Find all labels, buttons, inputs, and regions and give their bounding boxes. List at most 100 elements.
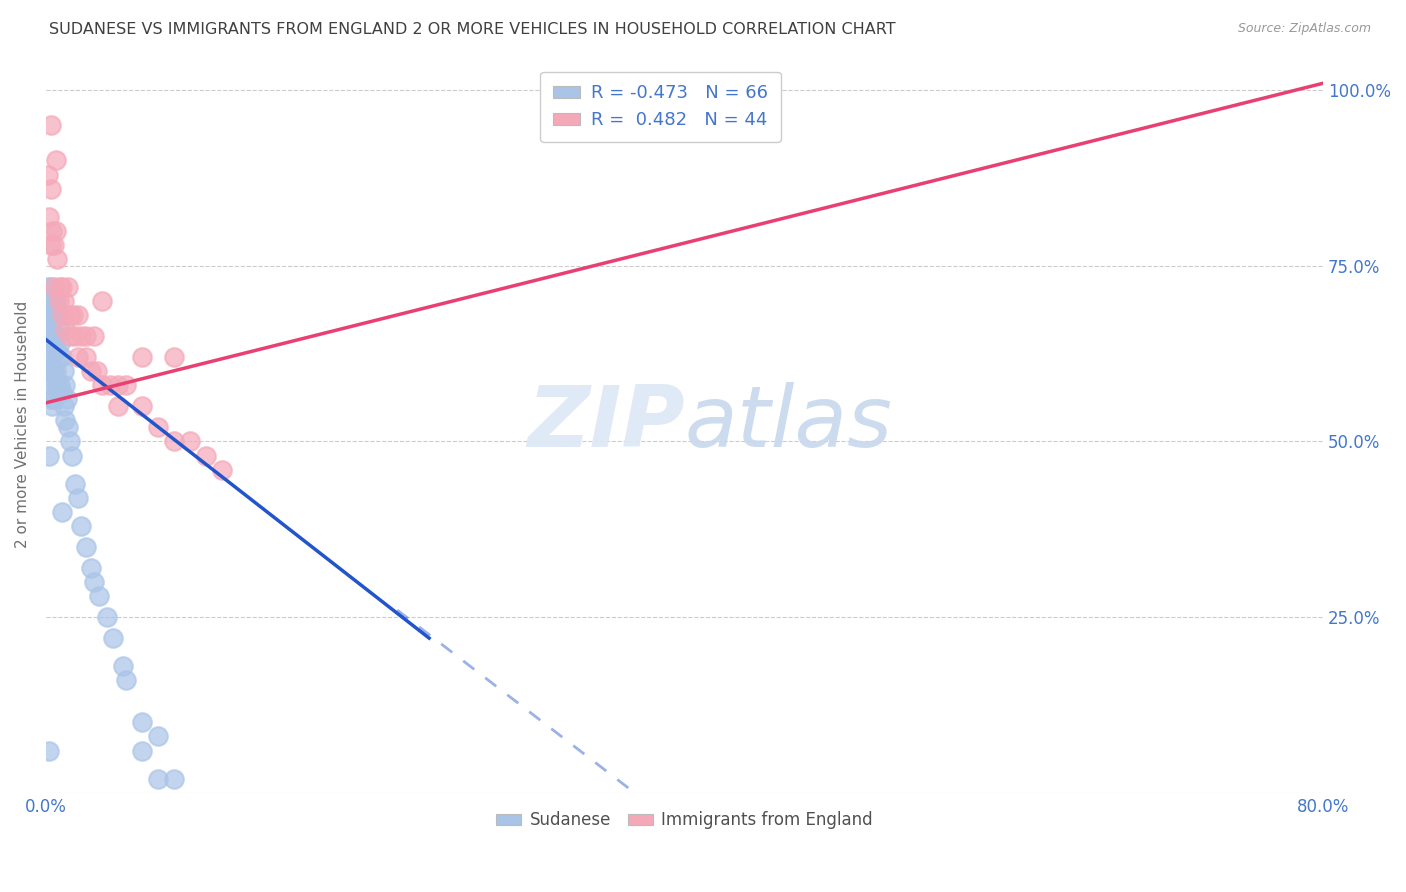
Point	[37, 168, 59, 182]
Point	[83, 574, 105, 589]
Point	[83, 329, 105, 343]
Point	[131, 743, 153, 757]
Point	[48, 293, 70, 308]
Point	[37, 280, 59, 294]
Point	[37, 329, 59, 343]
Point	[58, 420, 80, 434]
Point	[37, 308, 59, 322]
Point	[39, 392, 62, 407]
Text: ZIP: ZIP	[527, 383, 685, 466]
Point	[114, 673, 136, 688]
Point	[46, 308, 69, 322]
Point	[79, 364, 101, 378]
Point	[179, 434, 201, 449]
Point	[37, 336, 59, 351]
Point	[62, 308, 84, 322]
Point	[35, 350, 58, 364]
Point	[39, 237, 62, 252]
Point	[75, 329, 97, 343]
Point	[131, 350, 153, 364]
Point	[194, 449, 217, 463]
Point	[90, 293, 112, 308]
Point	[52, 364, 75, 378]
Point	[59, 434, 82, 449]
Y-axis label: 2 or more Vehicles in Household: 2 or more Vehicles in Household	[15, 301, 30, 548]
Point	[79, 561, 101, 575]
Point	[51, 280, 73, 294]
Point	[41, 322, 63, 336]
Point	[131, 400, 153, 414]
Point	[75, 540, 97, 554]
Point	[45, 224, 67, 238]
Point	[46, 378, 69, 392]
Point	[42, 392, 65, 407]
Point	[39, 119, 62, 133]
Point	[52, 293, 75, 308]
Point	[41, 400, 63, 414]
Point	[38, 322, 60, 336]
Point	[53, 413, 76, 427]
Point	[107, 378, 129, 392]
Point	[45, 153, 67, 168]
Point	[59, 308, 82, 322]
Text: Source: ZipAtlas.com: Source: ZipAtlas.com	[1237, 22, 1371, 36]
Point	[46, 343, 69, 358]
Point	[46, 252, 69, 266]
Point	[107, 400, 129, 414]
Point	[87, 589, 110, 603]
Point	[163, 434, 186, 449]
Point	[38, 293, 60, 308]
Point	[45, 329, 67, 343]
Point	[70, 329, 93, 343]
Point	[60, 449, 83, 463]
Point	[90, 378, 112, 392]
Point	[38, 210, 60, 224]
Point	[45, 364, 67, 378]
Point	[211, 462, 233, 476]
Point	[59, 329, 82, 343]
Point	[146, 772, 169, 786]
Point	[131, 715, 153, 730]
Point	[49, 378, 72, 392]
Point	[48, 385, 70, 400]
Point	[38, 350, 60, 364]
Point	[101, 631, 124, 645]
Point	[48, 350, 70, 364]
Point	[51, 308, 73, 322]
Point	[42, 237, 65, 252]
Point	[38, 743, 60, 757]
Point	[51, 350, 73, 364]
Point	[51, 385, 73, 400]
Point	[39, 308, 62, 322]
Point	[42, 280, 65, 294]
Point	[41, 224, 63, 238]
Point	[63, 476, 86, 491]
Point	[70, 518, 93, 533]
Point	[42, 308, 65, 322]
Point	[66, 491, 89, 505]
Point	[41, 350, 63, 364]
Legend: Sudanese, Immigrants from England: Sudanese, Immigrants from England	[489, 805, 879, 836]
Point	[63, 329, 86, 343]
Point	[86, 364, 108, 378]
Point	[51, 505, 73, 519]
Point	[39, 364, 62, 378]
Text: SUDANESE VS IMMIGRANTS FROM ENGLAND 2 OR MORE VEHICLES IN HOUSEHOLD CORRELATION : SUDANESE VS IMMIGRANTS FROM ENGLAND 2 OR…	[49, 22, 896, 37]
Point	[41, 378, 63, 392]
Point	[48, 322, 70, 336]
Point	[55, 392, 77, 407]
Point	[66, 350, 89, 364]
Point	[53, 378, 76, 392]
Point	[111, 659, 134, 673]
Point	[41, 329, 63, 343]
Point	[75, 350, 97, 364]
Point	[98, 378, 121, 392]
Point	[53, 322, 76, 336]
Point	[66, 308, 89, 322]
Point	[39, 308, 62, 322]
Point	[52, 400, 75, 414]
Text: atlas: atlas	[685, 383, 893, 466]
Point	[38, 449, 60, 463]
Point	[58, 280, 80, 294]
Point	[49, 336, 72, 351]
